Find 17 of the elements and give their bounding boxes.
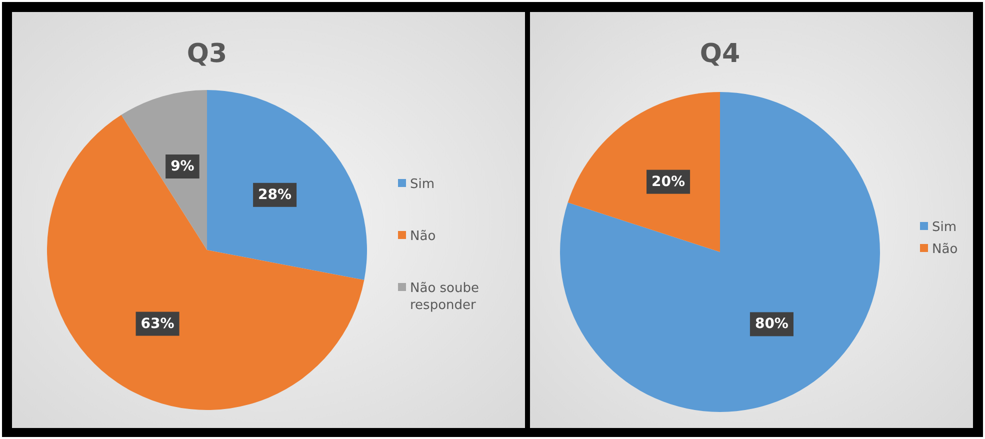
pie-slice [47,114,364,410]
data-label: 80% [754,316,788,332]
legend-label: Não [932,242,958,257]
pie-slice [560,92,880,412]
data-label: 9% [170,158,194,174]
data-label: 63% [140,316,174,332]
legend-label: Sim [410,177,435,192]
chart-title: Q4 [700,39,740,69]
pie-slice [207,90,367,280]
data-label: 20% [652,174,686,190]
pie-slice [121,90,207,250]
pie-slice [568,92,720,252]
legend-label: Não soube responder [410,281,479,313]
legend-label: Não [410,229,436,244]
chart-title: Q3 [186,39,228,69]
data-label: 28% [258,186,292,203]
legend-label: Sim [932,220,957,235]
